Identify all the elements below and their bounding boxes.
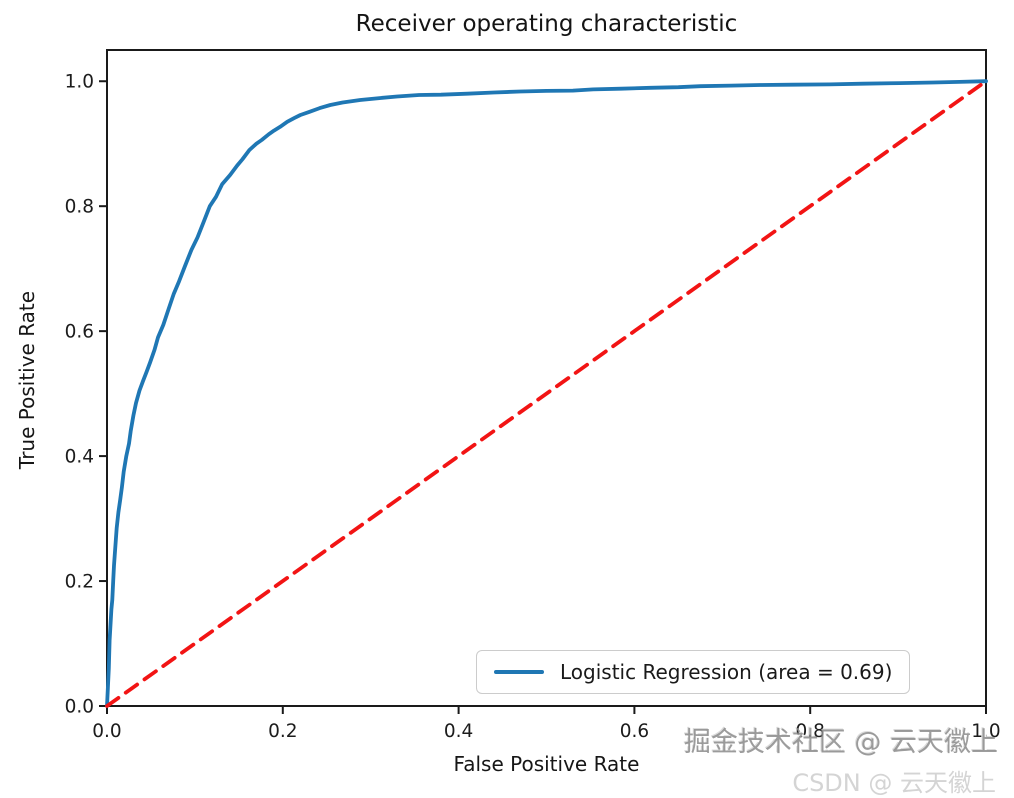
y-tick-label: 0.8 [65, 197, 94, 218]
x-tick-label: 0.0 [92, 721, 121, 742]
axes-spines [106, 49, 987, 707]
plot-area: 0.0 0.2 0.4 0.6 0.8 1.0 0.0 0.2 0.4 0.6 0.8 1.0 [65, 49, 1001, 742]
y-tick-label: 0.2 [65, 572, 94, 593]
chance-diagonal-line [105, 79, 988, 708]
x-tick-label: 0.4 [444, 721, 473, 742]
y-tick-label: 0.4 [65, 447, 94, 468]
x-tick-label: 0.6 [620, 721, 649, 742]
y-tick-label: 1.0 [65, 72, 94, 93]
roc-chart-page: { "title": "Receiver operating character… [15, 11, 1001, 797]
legend-line-sample [494, 670, 544, 674]
legend-box: Logistic Regression (area = 0.69) [476, 650, 911, 694]
x-tick-label: 0.8 [795, 721, 824, 742]
y-tick-label: 0.0 [65, 697, 94, 718]
watermark-juejin: 掘金技术社区 @ 云天徽上 [683, 727, 998, 758]
roc-curve-line [105, 79, 988, 708]
watermark-csdn: CSDN @ 云天徽上 [792, 769, 996, 797]
x-axis-label: False Positive Rate [453, 752, 640, 776]
legend-entry-label: Logistic Regression (area = 0.69) [560, 660, 893, 684]
y-tick-label: 0.6 [65, 322, 94, 343]
x-tick-label: 1.0 [971, 721, 1000, 742]
chart-title: Receiver operating characteristic [355, 11, 738, 37]
x-tick-label: 0.2 [268, 721, 297, 742]
